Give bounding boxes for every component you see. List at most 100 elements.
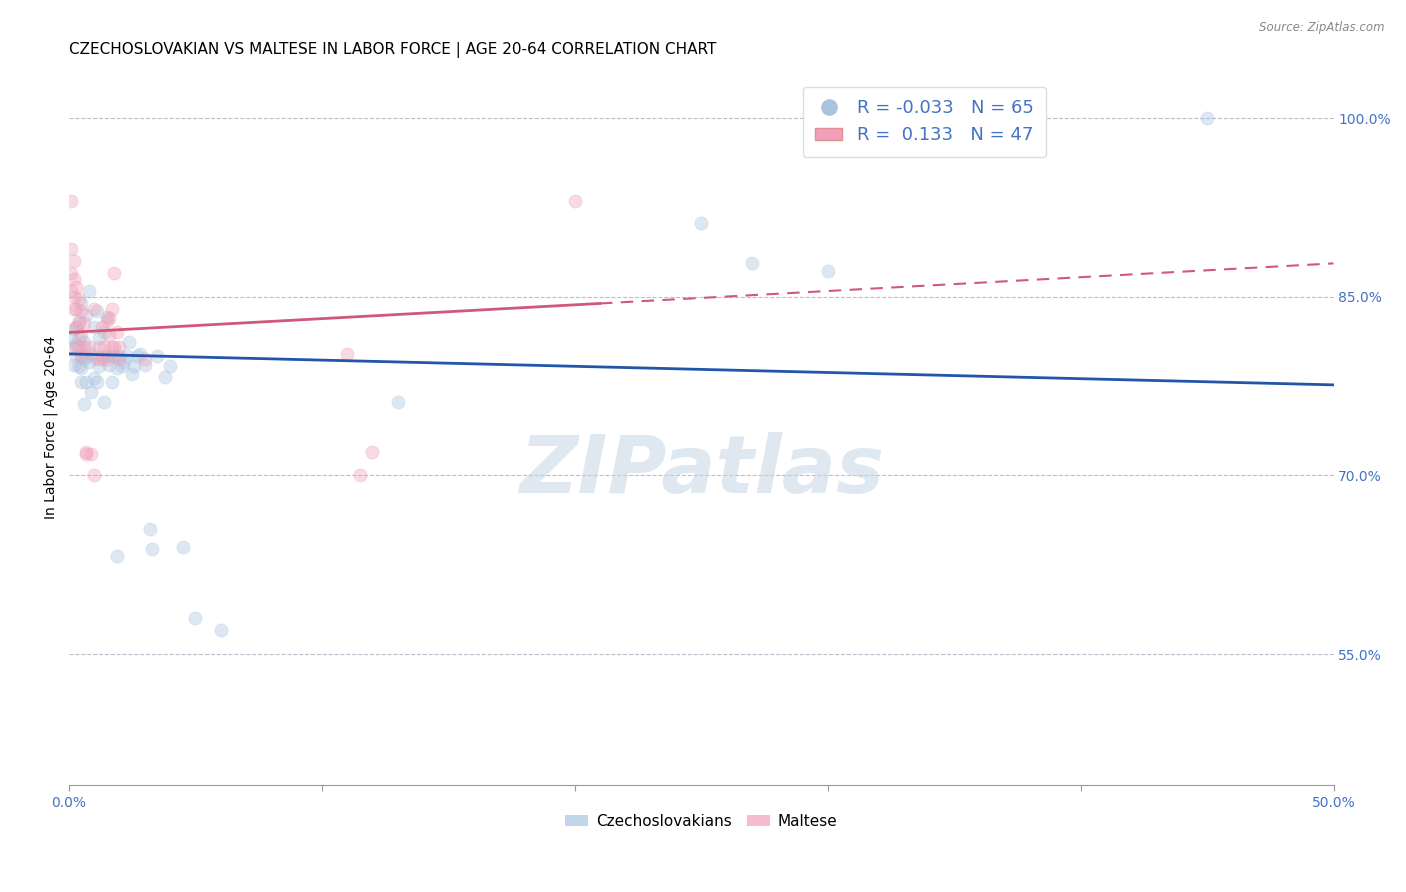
Point — [62, 272, 84, 286]
Point — [93, 340, 115, 354]
Point — [60, 284, 83, 298]
Point — [65, 319, 87, 334]
Point — [564, 194, 586, 209]
Point — [108, 340, 131, 354]
Point — [67, 292, 90, 306]
Point — [361, 444, 384, 458]
Point — [96, 310, 118, 324]
Point — [73, 397, 96, 411]
Point — [65, 340, 87, 354]
Point — [86, 376, 108, 390]
Point — [98, 327, 121, 342]
Point — [108, 351, 131, 366]
Point — [146, 349, 169, 363]
Point — [83, 319, 105, 334]
Point — [73, 340, 96, 354]
Point — [86, 351, 108, 366]
Point — [60, 266, 83, 280]
Point — [134, 358, 156, 372]
Point — [115, 349, 138, 363]
Point — [134, 351, 156, 366]
Point — [83, 468, 105, 483]
Point — [70, 349, 93, 363]
Point — [65, 349, 87, 363]
Point — [62, 290, 84, 304]
Point — [77, 355, 100, 369]
Point — [75, 444, 97, 458]
Text: CZECHOSLOVAKIAN VS MALTESE IN LABOR FORCE | AGE 20-64 CORRELATION CHART: CZECHOSLOVAKIAN VS MALTESE IN LABOR FORC… — [69, 42, 716, 58]
Point — [124, 359, 146, 373]
Point — [65, 280, 87, 294]
Point — [83, 370, 105, 384]
Point — [172, 540, 194, 554]
Point — [128, 347, 150, 361]
Point — [70, 361, 93, 376]
Point — [83, 349, 105, 363]
Point — [62, 254, 84, 268]
Point — [70, 295, 93, 310]
Point — [80, 347, 103, 361]
Point — [90, 349, 112, 363]
Point — [103, 349, 125, 363]
Text: ZIPatlas: ZIPatlas — [519, 432, 883, 509]
Point — [70, 304, 93, 318]
Legend: Czechoslovakians, Maltese: Czechoslovakians, Maltese — [560, 807, 844, 835]
Point — [105, 549, 128, 564]
Point — [77, 340, 100, 354]
Point — [90, 351, 112, 366]
Point — [184, 611, 207, 625]
Point — [87, 331, 110, 345]
Point — [87, 359, 110, 373]
Point — [153, 369, 176, 384]
Point — [336, 347, 359, 361]
Point — [98, 311, 121, 326]
Point — [70, 327, 93, 342]
Point — [817, 263, 839, 277]
Point — [159, 359, 181, 373]
Point — [80, 447, 103, 461]
Point — [103, 340, 125, 354]
Point — [60, 340, 83, 354]
Point — [105, 361, 128, 376]
Y-axis label: In Labor Force | Age 20-64: In Labor Force | Age 20-64 — [44, 336, 58, 519]
Point — [73, 334, 96, 349]
Point — [100, 340, 122, 354]
Point — [70, 376, 93, 390]
Point — [80, 384, 103, 399]
Point — [741, 256, 763, 270]
Point — [96, 349, 118, 363]
Point — [105, 326, 128, 340]
Point — [118, 334, 141, 349]
Point — [62, 358, 84, 372]
Point — [67, 331, 90, 345]
Point — [103, 266, 125, 280]
Point — [62, 322, 84, 336]
Point — [67, 316, 90, 330]
Point — [65, 301, 87, 316]
Point — [83, 301, 105, 316]
Point — [96, 313, 118, 327]
Point — [93, 394, 115, 409]
Point — [90, 319, 112, 334]
Point — [100, 349, 122, 363]
Point — [100, 301, 122, 316]
Point — [690, 216, 713, 230]
Point — [112, 355, 135, 369]
Point — [96, 351, 118, 366]
Point — [75, 376, 97, 390]
Point — [75, 447, 97, 461]
Point — [75, 308, 97, 322]
Point — [70, 349, 93, 363]
Point — [111, 359, 134, 373]
Text: Source: ZipAtlas.com: Source: ZipAtlas.com — [1260, 21, 1385, 34]
Point — [100, 376, 122, 390]
Point — [138, 522, 160, 536]
Point — [86, 304, 108, 318]
Point — [60, 242, 83, 256]
Point — [67, 313, 90, 327]
Point — [75, 349, 97, 363]
Point — [77, 284, 100, 298]
Point — [349, 468, 371, 483]
Point — [121, 367, 143, 381]
Point — [93, 326, 115, 340]
